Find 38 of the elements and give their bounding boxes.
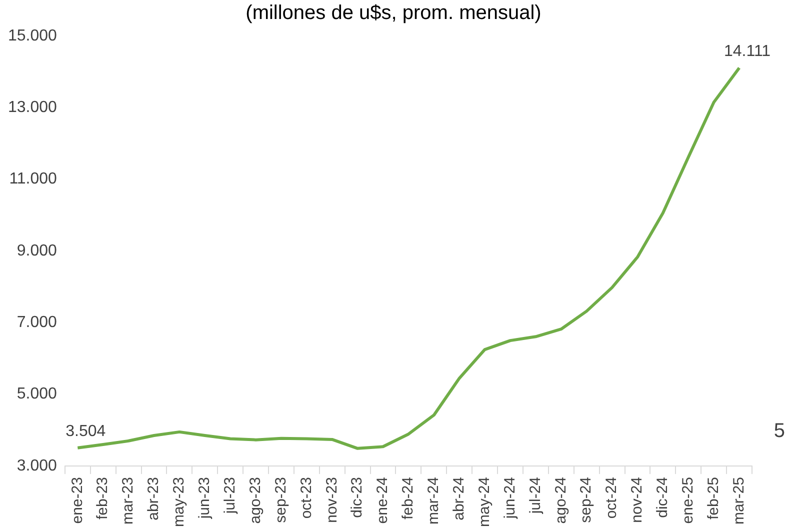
data-label: 3.504 [66, 422, 106, 440]
x-tick-label: may-23 [170, 476, 188, 528]
x-tick-label: oct-23 [298, 476, 315, 519]
x-tick-label: ago-23 [246, 476, 264, 524]
x-tick-label: dic-23 [348, 476, 366, 518]
x-tick-label: sep-24 [578, 476, 595, 523]
x-tick-label: abr-23 [145, 476, 162, 520]
y-tick-label: 9.000 [16, 242, 58, 260]
x-tick-label: jun-23 [196, 476, 214, 520]
x-tick-label: jul-24 [526, 476, 544, 515]
x-tick-label: nov-23 [323, 476, 340, 523]
y-tick-label: 3.000 [16, 457, 58, 474]
x-tick-label: dic-24 [654, 476, 672, 518]
x-tick-label: ene-25 [680, 476, 697, 524]
chart-title: (millones de u$s, prom. mensual) [244, 2, 542, 25]
y-tick-label: 7.000 [16, 314, 58, 332]
x-tick-label: sep-23 [272, 476, 290, 523]
x-tick-label: abr-24 [450, 476, 468, 520]
x-tick-label: feb-25 [704, 476, 722, 520]
x-tick-label: ene-24 [374, 476, 392, 524]
x-tick-label: feb-24 [400, 476, 417, 520]
x-tick-label: mar-25 [730, 476, 748, 524]
text: 5 [774, 420, 785, 443]
x-tick-label: oct-24 [603, 476, 620, 519]
y-tick-label: 15.000 [8, 27, 58, 44]
x-tick-label: jun-24 [501, 476, 518, 520]
x-tick-label: may-24 [476, 476, 493, 528]
y-tick-label: 11.000 [9, 170, 58, 188]
data-label: 14.111 [724, 42, 771, 60]
x-tick-label: ago-24 [552, 476, 570, 524]
x-tick-label: mar-23 [120, 476, 137, 524]
x-tick-label: feb-23 [94, 476, 112, 520]
x-tick-label: jul-23 [221, 476, 238, 515]
x-tick-label: ene-23 [68, 476, 86, 524]
y-tick-label: 5.000 [16, 386, 58, 403]
y-tick-label: 13.000 [8, 99, 58, 116]
x-tick-label: nov-24 [628, 476, 646, 523]
x-tick-label: mar-24 [425, 476, 442, 524]
